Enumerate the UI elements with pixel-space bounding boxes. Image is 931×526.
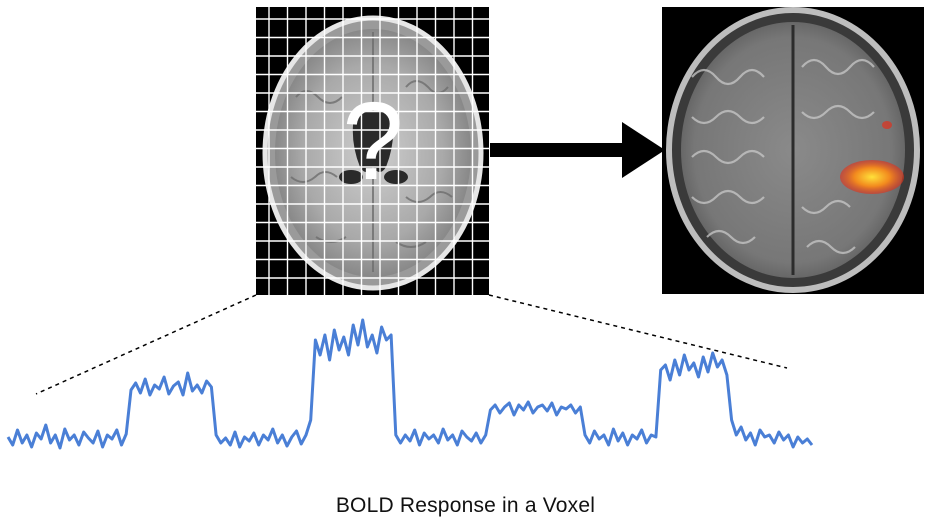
grid-mri-image: ? [256, 7, 489, 295]
bold-series-line [6, 318, 814, 450]
activation-mri-image [662, 7, 924, 294]
caption: BOLD Response in a Voxel [335, 494, 596, 517]
right-arrow-icon [490, 122, 665, 178]
activation-blob [840, 160, 904, 194]
bold-trace [6, 318, 814, 450]
question-mark: ? [342, 80, 403, 203]
